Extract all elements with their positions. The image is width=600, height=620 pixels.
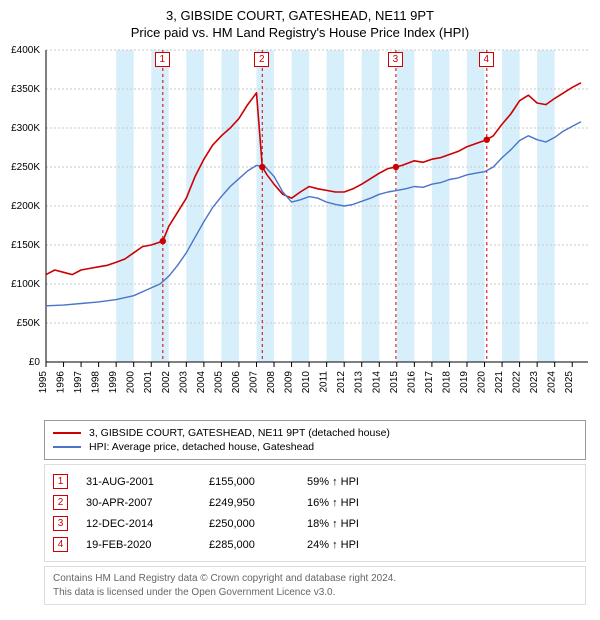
- svg-text:2024: 2024: [547, 371, 558, 394]
- event-date: 19-FEB-2020: [86, 539, 191, 551]
- chart-area: £0 £50K £100K £150K £200K £250K £300K £350K £400…: [0, 44, 600, 414]
- legend-swatch: [53, 446, 81, 448]
- legend-label: 3, GIBSIDE COURT, GATESHEAD, NE11 9PT (d…: [89, 427, 390, 439]
- svg-text:2006: 2006: [231, 371, 242, 394]
- svg-text:2015: 2015: [389, 371, 400, 394]
- event-price: £249,950: [209, 497, 289, 509]
- svg-text:2011: 2011: [319, 371, 330, 393]
- svg-text:2008: 2008: [266, 371, 277, 394]
- svg-text:£400K: £400K: [11, 45, 40, 56]
- svg-text:1997: 1997: [73, 371, 84, 394]
- title-block: 3, GIBSIDE COURT, GATESHEAD, NE11 9PT Pr…: [0, 0, 600, 44]
- event-flag: 3: [53, 516, 68, 531]
- page-root: 3, GIBSIDE COURT, GATESHEAD, NE11 9PT Pr…: [0, 0, 600, 605]
- svg-text:£50K: £50K: [17, 318, 41, 329]
- chart-flag: 2: [254, 52, 269, 67]
- svg-text:2002: 2002: [161, 371, 172, 394]
- svg-text:2009: 2009: [284, 371, 295, 394]
- svg-text:2021: 2021: [494, 371, 505, 394]
- svg-text:2013: 2013: [354, 371, 365, 394]
- event-pct: 59% ↑ HPI: [307, 476, 359, 488]
- event-pct: 16% ↑ HPI: [307, 497, 359, 509]
- event-row: 2 30-APR-2007 £249,950 16% ↑ HPI: [53, 492, 577, 513]
- svg-text:2010: 2010: [301, 371, 312, 394]
- svg-text:1998: 1998: [91, 371, 102, 394]
- footer-line1: Contains HM Land Registry data © Crown c…: [53, 572, 577, 586]
- title-subtitle: Price paid vs. HM Land Registry's House …: [10, 25, 590, 40]
- event-row: 4 19-FEB-2020 £285,000 24% ↑ HPI: [53, 534, 577, 555]
- svg-text:£300K: £300K: [11, 123, 40, 134]
- svg-text:2025: 2025: [564, 371, 575, 394]
- svg-text:£250K: £250K: [11, 162, 40, 173]
- legend-row: HPI: Average price, detached house, Gate…: [53, 440, 577, 454]
- svg-text:2004: 2004: [196, 371, 207, 394]
- chart-flag: 1: [155, 52, 170, 67]
- legend-label: HPI: Average price, detached house, Gate…: [89, 441, 314, 453]
- title-address: 3, GIBSIDE COURT, GATESHEAD, NE11 9PT: [10, 8, 590, 23]
- event-date: 30-APR-2007: [86, 497, 191, 509]
- svg-text:2018: 2018: [441, 371, 452, 394]
- svg-text:2014: 2014: [371, 371, 382, 394]
- svg-text:£150K: £150K: [11, 240, 40, 251]
- legend: 3, GIBSIDE COURT, GATESHEAD, NE11 9PT (d…: [44, 420, 586, 460]
- svg-text:2019: 2019: [459, 371, 470, 394]
- svg-text:2003: 2003: [178, 371, 189, 394]
- chart-flag: 4: [479, 52, 494, 67]
- svg-text:1996: 1996: [56, 371, 67, 394]
- event-date: 12-DEC-2014: [86, 518, 191, 530]
- event-row: 1 31-AUG-2001 £155,000 59% ↑ HPI: [53, 471, 577, 492]
- svg-text:£100K: £100K: [11, 279, 40, 290]
- footer-line2: This data is licensed under the Open Gov…: [53, 586, 577, 600]
- legend-row: 3, GIBSIDE COURT, GATESHEAD, NE11 9PT (d…: [53, 426, 577, 440]
- svg-text:2017: 2017: [424, 371, 435, 394]
- svg-text:2016: 2016: [406, 371, 417, 394]
- event-flag: 2: [53, 495, 68, 510]
- svg-text:£200K: £200K: [11, 201, 40, 212]
- line-chart: £0 £50K £100K £150K £200K £250K £300K £350K £400…: [0, 44, 600, 414]
- event-row: 3 12-DEC-2014 £250,000 18% ↑ HPI: [53, 513, 577, 534]
- svg-text:2007: 2007: [248, 371, 259, 394]
- event-price: £285,000: [209, 539, 289, 551]
- event-pct: 18% ↑ HPI: [307, 518, 359, 530]
- event-price: £250,000: [209, 518, 289, 530]
- svg-text:2022: 2022: [512, 371, 523, 394]
- svg-text:2000: 2000: [126, 371, 137, 394]
- svg-text:2001: 2001: [143, 371, 154, 394]
- event-pct: 24% ↑ HPI: [307, 539, 359, 551]
- svg-text:£0: £0: [29, 357, 41, 368]
- svg-text:1995: 1995: [38, 371, 49, 394]
- event-date: 31-AUG-2001: [86, 476, 191, 488]
- svg-text:£350K: £350K: [11, 84, 40, 95]
- chart-flag: 3: [388, 52, 403, 67]
- event-flag: 1: [53, 474, 68, 489]
- legend-swatch: [53, 432, 81, 434]
- svg-text:2023: 2023: [529, 371, 540, 394]
- events-table: 1 31-AUG-2001 £155,000 59% ↑ HPI 2 30-APR-200…: [44, 464, 586, 562]
- svg-text:2012: 2012: [336, 371, 347, 394]
- svg-text:1999: 1999: [108, 371, 119, 394]
- footer-attrib: Contains HM Land Registry data © Crown c…: [44, 566, 586, 605]
- svg-text:2005: 2005: [213, 371, 224, 394]
- event-price: £155,000: [209, 476, 289, 488]
- svg-text:2020: 2020: [477, 371, 488, 394]
- event-flag: 4: [53, 537, 68, 552]
